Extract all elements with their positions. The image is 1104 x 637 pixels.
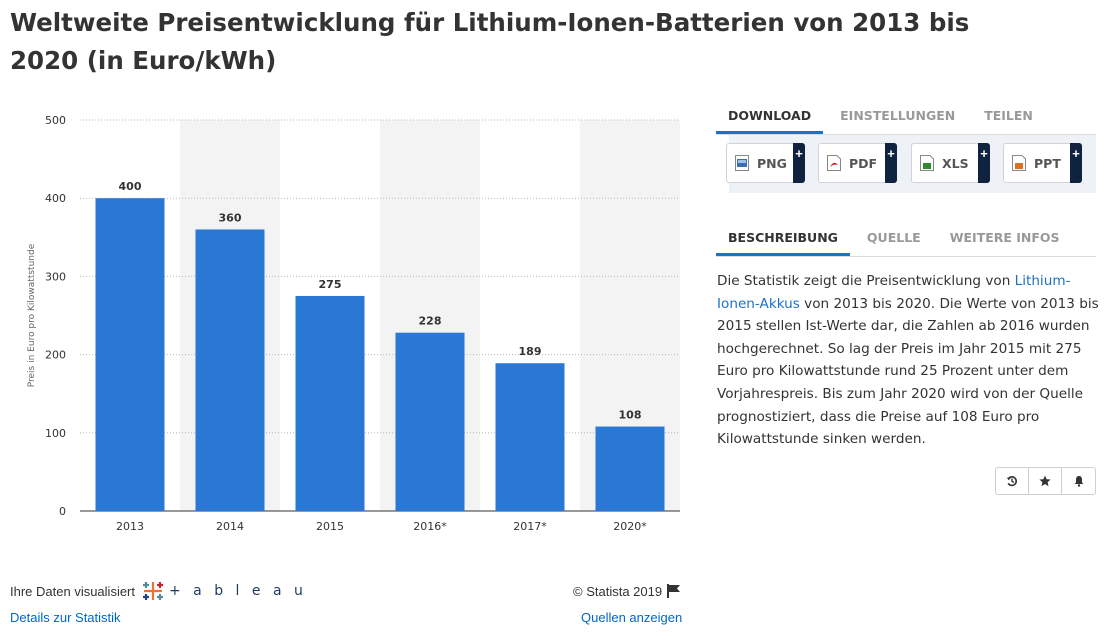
data-label: 400 [119, 180, 142, 193]
tab-quelle[interactable]: QUELLE [866, 230, 921, 245]
ppt-label: PPT [1034, 155, 1061, 171]
lithium-ionen-akkus-link[interactable]: Lithium-Ionen-Akkus [717, 273, 1071, 312]
xls-download-button[interactable]: XLS + [911, 143, 990, 183]
bar [295, 295, 365, 511]
bar [595, 426, 665, 511]
description-before: Die Statistik zeigt die Preisentwicklung… [717, 273, 1015, 289]
tableau-cross-icon [143, 582, 163, 600]
tableau-credit: Ihre Daten visualisiert + a b l e a u [10, 579, 307, 603]
copyright-text: © Statista 2019 [573, 583, 663, 599]
ppt-download-button[interactable]: PPT + [1003, 143, 1082, 183]
description-after: von 2013 bis 2020. Die Werte von 2013 bi… [717, 295, 1099, 448]
pdf-label: PDF [849, 155, 878, 171]
x-tick-label: 2017* [513, 520, 547, 533]
description: Die Statistik zeigt die Preisentwicklung… [717, 270, 1102, 451]
bell-icon [1074, 476, 1083, 487]
chart-title: Weltweite Preisentwicklung für Lithium-I… [10, 8, 970, 75]
pdf-file-icon [827, 155, 841, 171]
x-tick-label: 2013 [116, 520, 144, 533]
data-label: 275 [319, 278, 342, 291]
history-icon [1006, 476, 1018, 487]
info-tabs: BESCHREIBUNG QUELLE WEITERE INFOS [716, 222, 1096, 257]
data-label: 360 [219, 211, 242, 224]
xls-file-icon [920, 155, 934, 171]
png-download-button[interactable]: PNG + [726, 143, 805, 183]
flag-icon[interactable] [666, 583, 682, 599]
history-button[interactable] [996, 468, 1029, 494]
details-link[interactable]: Details zur Statistik [10, 610, 121, 625]
data-label: 228 [419, 315, 442, 328]
tab-teilen[interactable]: TEILEN [984, 108, 1033, 123]
data-label: 189 [519, 345, 542, 358]
download-tabs: DOWNLOAD EINSTELLUNGEN TEILEN [716, 100, 1096, 135]
pdf-download-button[interactable]: PDF + [818, 143, 897, 183]
download-panel: PNG + PDF + XLS + PPT + [726, 135, 1096, 193]
png-label: PNG [757, 155, 787, 171]
sources-link[interactable]: Quellen anzeigen [581, 610, 683, 625]
action-icons [995, 467, 1096, 495]
y-tick-label: 0 [59, 505, 66, 518]
bar-chart: 0 100 200 300 400 500 400 2013 360 2014 275 2015 228… [27, 114, 680, 533]
star-button[interactable] [1029, 468, 1062, 494]
xls-label: XLS [942, 155, 969, 171]
tab-einstellungen[interactable]: EINSTELLUNGEN [840, 108, 956, 123]
y-tick-label: 100 [45, 427, 66, 440]
plus-icon: + [885, 143, 897, 183]
x-tick-label: 2020* [613, 520, 647, 533]
y-tick-label: 400 [45, 192, 66, 205]
data-label: 108 [619, 409, 642, 422]
bell-button[interactable] [1062, 468, 1095, 494]
x-tick-label: 2015 [316, 520, 344, 533]
tableau-logo[interactable]: + a b l e a u [141, 579, 307, 603]
tableau-wordmark: + a b l e a u [169, 583, 307, 599]
star-icon [1039, 475, 1051, 487]
plus-icon: + [1070, 143, 1082, 183]
x-tick-label: 2016* [413, 520, 447, 533]
x-tick-label: 2014 [216, 520, 244, 533]
tab-download[interactable]: DOWNLOAD [716, 100, 824, 134]
tab-beschreibung[interactable]: BESCHREIBUNG [716, 222, 850, 256]
png-file-icon [735, 155, 749, 171]
y-tick-label: 300 [45, 270, 66, 283]
bar [495, 363, 565, 511]
tab-weitere-infos[interactable]: WEITERE INFOS [949, 230, 1060, 245]
bar [95, 198, 165, 511]
bar [395, 332, 465, 511]
bar [195, 229, 265, 512]
y-tick-label: 500 [45, 114, 66, 127]
visualized-by-text: Ihre Daten visualisiert [10, 583, 135, 599]
ppt-file-icon [1012, 155, 1026, 171]
plus-icon: + [793, 143, 805, 183]
y-tick-label: 200 [45, 349, 66, 362]
plus-icon: + [978, 143, 990, 183]
copyright: © Statista 2019 [573, 583, 682, 599]
y-axis-label: Preis in Euro pro Kilowattstunde [27, 243, 37, 387]
